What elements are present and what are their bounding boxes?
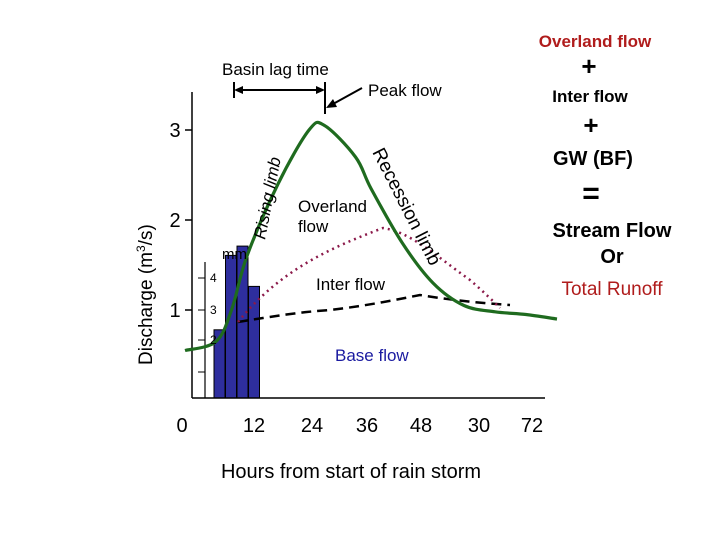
eq-equals: = [582,177,600,210]
x-tick-label-30: 30 [468,415,490,437]
overland-flow-label-line2: flow [298,217,329,236]
x-tick-label-36: 36 [356,415,378,437]
eq-plus-2: + [583,110,598,140]
inter-flow-curve [237,226,501,323]
base-flow-label: Base flow [335,346,409,365]
x-tick-label-24: 24 [301,415,323,437]
eq-total-runoff: Total Runoff [561,279,663,300]
rain-unit-label: mm [222,246,247,263]
x-axis-title: Hours from start of rain storm [221,461,481,483]
peak-pointer-arrowhead [326,99,337,108]
lag-arrow-left [234,86,243,94]
y-tick-label-3: 3 [169,120,180,142]
lag-arrow-right [316,86,325,94]
eq-stream-flow: Stream Flow [553,220,672,242]
x-tick-label-12: 12 [243,415,265,437]
peak-flow-label: Peak flow [368,81,442,100]
eq-or: Or [600,246,624,268]
inter-flow-label: Inter flow [316,275,386,294]
rain-tick-label-4: 4 [210,271,217,285]
x-tick-label-48: 48 [410,415,432,437]
x-tick-label-0: 0 [176,415,187,437]
y-tick-label-1: 1 [169,300,180,322]
rain-tick-label-2: 2 [210,333,217,347]
rainfall-bars [213,245,260,399]
eq-gw-bf: GW (BF) [553,148,633,170]
rain-tick-label-3: 3 [210,303,217,317]
base-flow-curve [237,293,511,324]
hydrograph-curve [184,120,558,353]
overland-flow-label-line1: Overland [298,197,367,216]
basin-lag-time-label: Basin lag time [222,60,329,79]
peak-pointer-line [332,87,363,105]
eq-inter-flow: Inter flow [552,87,628,106]
x-tick-label-72: 72 [521,415,543,437]
y-tick-label-2: 2 [169,210,180,232]
y-axis-title: Discharge (m3/s) [134,224,157,365]
rising-limb-label: Rising limb [250,156,285,241]
eq-overland-flow: Overland flow [539,32,652,51]
eq-plus-1: + [581,51,596,81]
